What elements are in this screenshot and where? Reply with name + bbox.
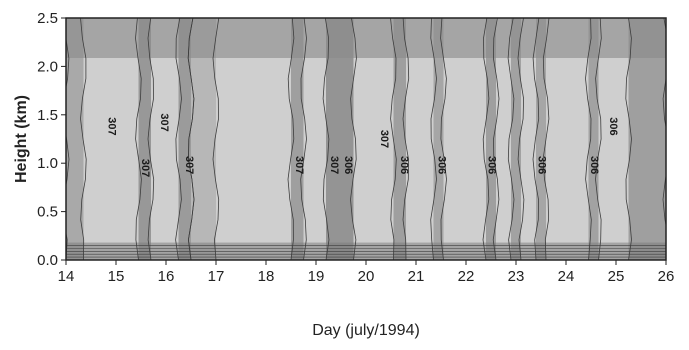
warm-column bbox=[433, 18, 444, 260]
contour-line bbox=[402, 18, 410, 260]
contour-line bbox=[595, 18, 602, 260]
contour-label: 307 bbox=[378, 130, 390, 148]
warm-column bbox=[486, 18, 496, 260]
contour-line bbox=[80, 18, 87, 260]
y-axis-title: Height (km) bbox=[13, 95, 30, 183]
x-tick-label: 22 bbox=[458, 268, 475, 285]
contour-label: 306 bbox=[436, 156, 448, 174]
contour-label: 307 bbox=[183, 156, 195, 174]
contour-line bbox=[662, 18, 666, 260]
contour-line bbox=[175, 18, 182, 260]
contour-label: 306 bbox=[588, 156, 600, 174]
x-axis: 14 15 16 17 18 19 20 21 22 23 24 25 26 bbox=[58, 260, 675, 285]
contour-line bbox=[187, 18, 195, 260]
contour-line bbox=[147, 18, 155, 260]
warm-column bbox=[588, 18, 599, 260]
contour-line bbox=[625, 18, 632, 260]
warm-column bbox=[291, 18, 304, 260]
x-tick-label: 26 bbox=[658, 268, 675, 285]
x-tick-label: 20 bbox=[358, 268, 375, 285]
upper-warm-band bbox=[66, 18, 666, 58]
contour-line bbox=[322, 18, 330, 260]
warm-column bbox=[138, 18, 151, 260]
warm-column bbox=[326, 18, 354, 260]
y-tick-label: 1.0 bbox=[37, 155, 58, 172]
contour-line bbox=[507, 18, 515, 260]
y-axis: 0.0 0.5 1.0 1.5 2.0 2.5 bbox=[37, 10, 66, 269]
x-tick-label: 14 bbox=[58, 268, 75, 285]
x-tick-label: 15 bbox=[108, 268, 125, 285]
contour-label: 306 bbox=[342, 156, 354, 174]
contour-line bbox=[430, 18, 437, 260]
contour-line bbox=[300, 18, 307, 260]
y-tick-label: 0.5 bbox=[37, 204, 58, 221]
y-tick-label: 2.0 bbox=[37, 58, 58, 75]
contour-label: 307 bbox=[139, 159, 151, 177]
contour-line bbox=[390, 18, 397, 260]
x-tick-label: 21 bbox=[408, 268, 425, 285]
contour-line bbox=[542, 18, 550, 260]
warm-column bbox=[536, 18, 546, 260]
x-tick-label: 19 bbox=[308, 268, 325, 285]
y-tick-label: 1.5 bbox=[37, 107, 58, 124]
contour-label: 306 bbox=[536, 156, 548, 174]
x-axis-title: Day (july/1994) bbox=[312, 322, 420, 339]
x-tick-label: 24 bbox=[558, 268, 575, 285]
contour-line bbox=[440, 18, 447, 260]
warm-column bbox=[66, 18, 84, 260]
x-tick-label: 17 bbox=[208, 268, 225, 285]
contour-line bbox=[517, 18, 525, 260]
contour-line bbox=[482, 18, 490, 260]
contour-line bbox=[212, 18, 220, 260]
contour-line bbox=[532, 18, 540, 260]
warm-column bbox=[191, 18, 216, 260]
contour-label: 306 bbox=[486, 156, 498, 174]
contour-label: 307 bbox=[328, 156, 340, 174]
contour-line bbox=[585, 18, 592, 260]
warm-column bbox=[511, 18, 521, 260]
contour-line bbox=[350, 18, 357, 260]
contour-line bbox=[492, 18, 500, 260]
warm-column bbox=[628, 18, 666, 260]
contour-lines bbox=[66, 18, 666, 260]
x-tick-label: 18 bbox=[258, 268, 275, 285]
contour-label: 306 bbox=[398, 156, 410, 174]
x-tick-label: 23 bbox=[508, 268, 525, 285]
x-tick-label: 25 bbox=[608, 268, 625, 285]
contour-label: 307 bbox=[106, 117, 118, 135]
contour-line bbox=[135, 18, 142, 260]
y-tick-label: 0.0 bbox=[37, 252, 58, 269]
warm-column bbox=[393, 18, 406, 260]
contour-label: 306 bbox=[607, 117, 619, 135]
contour-label: 307 bbox=[293, 156, 305, 174]
contour-line bbox=[287, 18, 295, 260]
plot-background bbox=[66, 18, 666, 260]
x-tick-label: 16 bbox=[158, 268, 175, 285]
contour-label: 307 bbox=[158, 113, 170, 131]
y-tick-label: 2.5 bbox=[37, 10, 58, 27]
